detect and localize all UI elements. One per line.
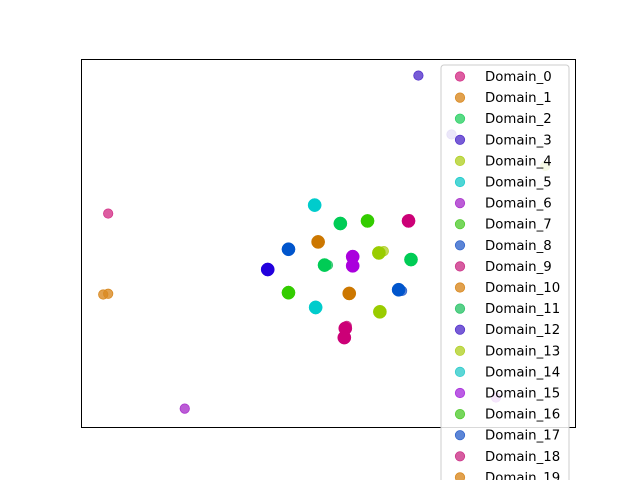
cluster-point-4-1	[391, 282, 406, 297]
legend-marker-10	[454, 282, 466, 293]
data-point-domain-6-0	[179, 403, 190, 414]
legend-label-2: Domain_2	[485, 112, 552, 127]
cluster-point-8-1	[281, 285, 296, 300]
legend-marker-9	[454, 261, 466, 272]
axes-frame	[81, 59, 576, 428]
legend-label-8: Domain_8	[485, 239, 552, 254]
legend-marker-3	[454, 134, 466, 145]
cluster-point-0-0	[401, 214, 416, 228]
legend-label-16: Domain_16	[485, 408, 560, 423]
data-point-domain-3-0	[413, 70, 424, 81]
cluster-point-6-1	[308, 300, 323, 315]
legend-label-0: Domain_0	[485, 70, 552, 85]
cluster-point-1-1	[342, 286, 357, 301]
legend-marker-2	[454, 113, 466, 124]
legend-label-11: Domain_11	[485, 302, 560, 317]
data-point-domain-0-0	[103, 208, 114, 219]
cluster-point-5-0	[372, 246, 386, 260]
cluster-point-7-1	[345, 258, 360, 273]
legend-marker-7	[454, 219, 466, 230]
legend-marker-1	[454, 92, 466, 103]
cluster-point-8-0	[360, 214, 375, 228]
cluster-point-0-2	[337, 330, 352, 345]
legend-label-1: Domain_1	[485, 91, 552, 106]
legend-marker-5	[454, 176, 466, 188]
cluster-point-1-0	[311, 235, 325, 249]
legend-marker-19	[454, 472, 466, 483]
legend-marker-17	[454, 430, 466, 441]
legend-marker-18	[454, 451, 466, 462]
legend-label-6: Domain_6	[485, 197, 552, 212]
cluster-point-6-0	[307, 198, 322, 212]
cluster-point-2-1	[317, 258, 332, 272]
legend-label-5: Domain_5	[485, 176, 552, 191]
data-point-domain-1-1	[103, 288, 114, 299]
legend-marker-4	[454, 155, 466, 166]
legend-marker-6	[454, 198, 466, 209]
legend-label-15: Domain_15	[485, 387, 560, 402]
legend-marker-12	[454, 324, 466, 335]
cluster-point-2-0	[333, 216, 348, 231]
legend-marker-16	[454, 408, 466, 420]
legend-label-13: Domain_13	[485, 344, 560, 359]
legend-marker-13	[454, 345, 466, 356]
legend-marker-0	[454, 71, 466, 82]
cluster-point-4-0	[281, 242, 296, 257]
plot-area	[98, 70, 551, 414]
legend-marker-11	[454, 303, 466, 314]
legend-box	[440, 64, 570, 484]
legend-label-19: Domain_19	[485, 471, 560, 480]
legend-label-17: Domain_17	[485, 429, 560, 444]
legend-label-9: Domain_9	[485, 260, 552, 275]
legend-label-7: Domain_7	[485, 218, 552, 233]
legend-label-3: Domain_3	[485, 133, 552, 148]
legend-marker-8	[454, 240, 466, 251]
legend-label-4: Domain_4	[485, 154, 552, 169]
cluster-point-3-0	[260, 262, 275, 277]
legend-label-12: Domain_12	[485, 323, 560, 338]
legend-label-10: Domain_10	[485, 281, 560, 296]
legend-marker-14	[454, 366, 466, 377]
legend-label-14: Domain_14	[485, 365, 560, 380]
cluster-point-5-1	[373, 304, 387, 319]
legend-label-18: Domain_18	[485, 450, 560, 465]
legend-marker-15	[454, 387, 466, 399]
cluster-point-2-2	[404, 252, 418, 267]
